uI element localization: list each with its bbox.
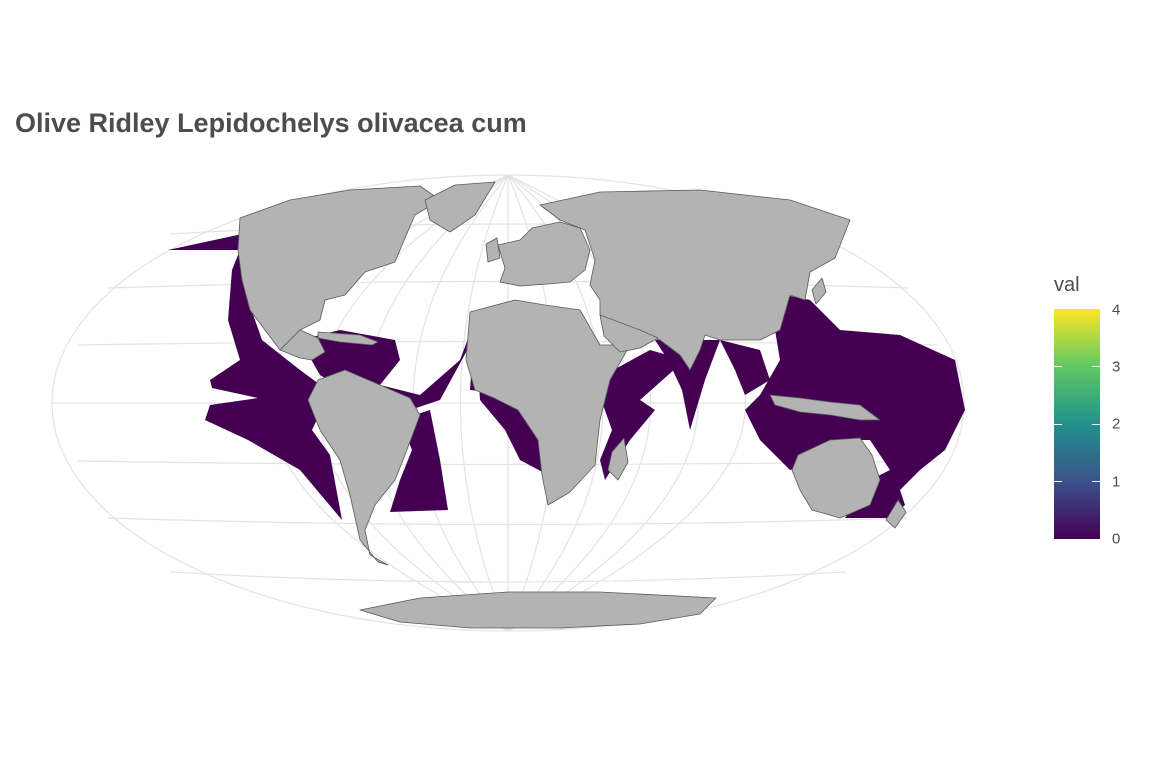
- land-africa: [465, 299, 631, 506]
- range-arabian-sea: [655, 340, 720, 430]
- land-europe: [497, 221, 591, 287]
- land-greenland: [424, 181, 496, 233]
- land-caribbean-islands: [317, 331, 379, 346]
- range-caribbean: [300, 320, 475, 420]
- map-title: Olive Ridley Lepidochelys olivacea cum: [15, 108, 527, 138]
- land-australia: [791, 437, 881, 519]
- land-japan: [811, 277, 827, 305]
- legend-tick-0: 0: [1112, 530, 1121, 548]
- legend-tick-2: 2: [1112, 415, 1121, 433]
- land-uk: [485, 237, 501, 263]
- legend-tick-4: 4: [1112, 301, 1121, 319]
- legend-tick-3: 3: [1112, 358, 1121, 376]
- land-north-america: [237, 185, 441, 351]
- range-brazil: [390, 410, 448, 512]
- land-new-zealand: [885, 499, 907, 529]
- land-madagascar: [607, 437, 629, 481]
- range-east-pacific: [168, 228, 342, 520]
- land-asia: [539, 189, 851, 371]
- range-bay-of-bengal: [720, 340, 770, 395]
- land-indonesia: [769, 394, 881, 421]
- land-central-america: [279, 329, 326, 361]
- legend-colorbar: [1054, 309, 1100, 539]
- land-antarctica: [359, 591, 717, 629]
- land-south-america: [307, 369, 421, 566]
- legend-title: val: [1054, 274, 1080, 296]
- land-arabia: [599, 314, 659, 353]
- land-masses: [237, 181, 907, 629]
- legend-tick-1: 1: [1112, 473, 1121, 491]
